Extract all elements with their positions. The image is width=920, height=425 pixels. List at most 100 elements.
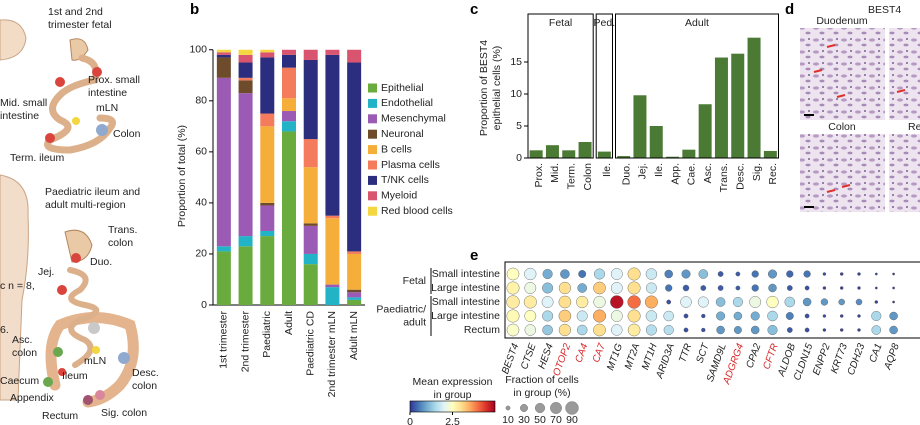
dot <box>506 295 520 309</box>
image <box>800 28 885 120</box>
dot <box>822 328 827 332</box>
bar-segment <box>216 246 231 252</box>
bar <box>529 150 543 158</box>
dot <box>892 286 895 290</box>
bar-segment <box>216 49 231 53</box>
organ-label: Term. ileum <box>10 152 65 164</box>
site <box>45 133 55 143</box>
bar-segment <box>260 236 275 305</box>
bar-segment <box>282 98 296 112</box>
site <box>118 352 130 364</box>
bar-segment <box>282 121 296 132</box>
group-frame <box>527 13 594 159</box>
x-tick-label: Colon <box>582 163 594 191</box>
dot <box>558 323 571 337</box>
organ-label: Desc. <box>132 367 159 379</box>
organ-label: Jej. <box>38 266 54 278</box>
bar-segment <box>282 54 296 68</box>
row-group-label: Fetal <box>403 275 426 287</box>
site <box>53 347 63 357</box>
dot <box>524 282 537 294</box>
dot <box>839 272 844 276</box>
colorbar-tick-label: 0 <box>407 416 413 425</box>
x-tick-label: Rec. <box>767 163 779 185</box>
x-tick-label: Adult mLN <box>348 311 360 360</box>
dot <box>576 324 588 336</box>
x-tick-label: Ile. <box>653 163 665 177</box>
dot <box>558 281 571 295</box>
group-frame <box>595 13 614 159</box>
legend-swatch <box>368 83 377 93</box>
y-tick-label: 20 <box>195 248 207 260</box>
group-label: Fetal <box>549 17 572 29</box>
dot <box>786 327 793 333</box>
dot <box>857 272 861 276</box>
image <box>889 28 920 120</box>
bar-segment <box>325 218 340 285</box>
dot <box>645 282 657 294</box>
dot <box>716 325 725 335</box>
x-tick-label: App. <box>669 163 681 185</box>
site <box>57 285 67 295</box>
site <box>72 117 80 125</box>
legend-label: Endothelial <box>381 97 433 109</box>
colon <box>45 312 139 408</box>
bar-segment <box>238 80 253 94</box>
size-legend-label: 30 <box>518 414 530 425</box>
dot <box>665 284 673 292</box>
dot <box>541 296 554 308</box>
bar-segment <box>325 215 340 219</box>
legend-label: Mesenchymal <box>381 113 446 125</box>
dot <box>822 314 827 318</box>
bar-segment <box>238 236 253 247</box>
bar-segment <box>303 59 318 140</box>
image <box>889 134 920 212</box>
dot <box>732 296 743 308</box>
dot <box>593 281 606 295</box>
bar-segment <box>260 57 275 114</box>
dot <box>839 286 844 290</box>
dot <box>697 296 709 308</box>
dot <box>874 300 879 304</box>
dot <box>857 286 861 290</box>
dot <box>682 284 690 292</box>
dot <box>664 269 673 279</box>
bar-segment <box>303 49 318 60</box>
dot <box>750 311 760 321</box>
gene-label: CPA2 <box>744 342 763 370</box>
bar-segment <box>216 251 231 305</box>
bar-segment <box>347 289 362 293</box>
dot <box>627 323 641 337</box>
organ-label: colon <box>12 347 37 359</box>
dot <box>855 298 863 306</box>
site <box>96 124 108 136</box>
panel-label: c <box>470 1 478 18</box>
panel-label: d <box>785 1 794 18</box>
group-frame <box>615 13 779 159</box>
organ-label: 1st and 2nd <box>48 6 103 18</box>
dot <box>857 314 861 318</box>
dot <box>644 295 658 309</box>
dot <box>681 269 691 279</box>
legend-label: B cells <box>381 143 412 155</box>
row-label: Large intestine <box>431 282 500 294</box>
dot <box>735 285 741 291</box>
legend-swatch <box>368 160 377 170</box>
organ-label: colon <box>132 380 157 392</box>
row-group-label: Paediatric/ <box>376 303 426 315</box>
dot <box>683 327 689 333</box>
dot <box>593 323 606 337</box>
legend-swatch <box>368 129 377 139</box>
x-tick-label: Desc. <box>735 163 747 190</box>
x-tick-label: Adult <box>283 311 295 335</box>
size-legend-dot <box>505 405 511 411</box>
dot <box>524 310 537 322</box>
organ-label: 6. <box>0 324 9 336</box>
dot <box>578 270 587 278</box>
organ-label: Sig. colon <box>101 407 147 419</box>
dot <box>767 324 778 336</box>
bar-segment <box>282 49 296 55</box>
y-tick-label: 80 <box>195 95 207 107</box>
bar-segment <box>260 113 275 127</box>
legend-label: Myeloid <box>381 190 417 202</box>
